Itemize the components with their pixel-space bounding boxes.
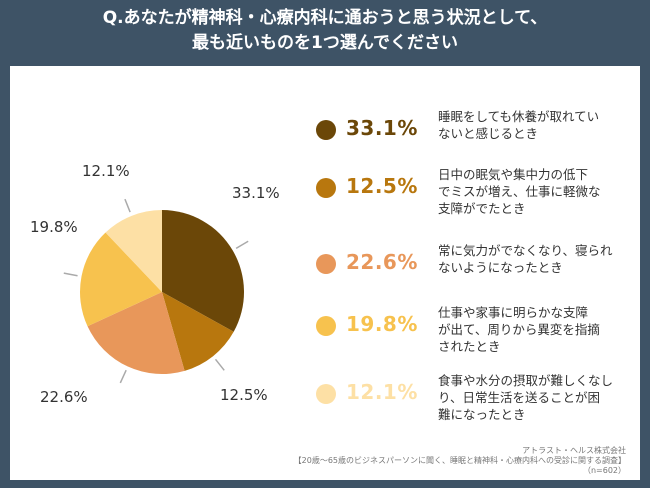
- legend-marker: [316, 254, 336, 274]
- title-line-1: Q.あなたが精神科・心療内科に通おうと思う状況として、: [102, 8, 548, 28]
- pie-slices: [79, 210, 244, 374]
- legend-marker: [316, 120, 336, 140]
- legend-marker: [316, 178, 336, 198]
- pie-slice-1: [162, 210, 244, 332]
- leader-line-5: [124, 198, 131, 213]
- pie-slice-5: [105, 210, 162, 292]
- source-line-2: 【20歳～65歳のビジネスパーソンに聞く、睡眠と精神科・心療内科への受診に関する…: [293, 456, 626, 465]
- chart-title: Q.あなたが精神科・心療内科に通おうと思う状況として、 最も近いものを1つ選んで…: [0, 6, 650, 56]
- slice-label-3: 22.6%: [40, 388, 88, 406]
- pie-slice-2: [162, 292, 234, 371]
- source-line-1: アトラスト・ヘルス株式会社: [522, 446, 626, 455]
- slice-label-4: 19.8%: [30, 218, 78, 236]
- legend-text: 食事や水分の摂取が難しくなし り、日常生活を送ることが困 難になったとき: [438, 373, 614, 422]
- legend-value: 12.1%: [346, 380, 418, 404]
- legend-text: 睡眠をしても休養が取れてい ないと感じるとき: [438, 109, 600, 141]
- pie-chart: [63, 198, 249, 384]
- source-line-3: （n=602）: [582, 466, 626, 475]
- leader-line-3: [119, 369, 127, 384]
- legend-value: 33.1%: [346, 116, 418, 140]
- slice-label-1: 33.1%: [232, 184, 280, 202]
- chart-panel: 33.1% 12.5% 22.6% 19.8% 12.1% 33.1% 睡眠をし…: [10, 66, 640, 480]
- legend-text: 仕事や家事に明らかな支障 が出て、周りから異変を指摘 されたとき: [438, 305, 600, 354]
- title-line-2: 最も近いものを1つ選んでください: [192, 33, 458, 53]
- slice-label-2: 12.5%: [220, 386, 268, 404]
- slice-label-5: 12.1%: [82, 162, 130, 180]
- legend-value: 22.6%: [346, 250, 418, 274]
- source-note: アトラスト・ヘルス株式会社 【20歳～65歳のビジネスパーソンに聞く、睡眠と精神…: [294, 446, 626, 476]
- legend-value: 12.5%: [346, 174, 418, 198]
- legend-marker: [316, 316, 336, 336]
- legend-text: 常に気力がでなくなり、寝られ ないようになったとき: [438, 243, 613, 275]
- leader-lines: [63, 198, 249, 384]
- legend-value: 19.8%: [346, 312, 418, 336]
- leader-line-4: [63, 272, 78, 277]
- legend-marker: [316, 384, 336, 404]
- pie-slice-3: [87, 292, 185, 374]
- legend-text: 日中の眠気や集中力の低下 でミスが増え、仕事に軽微な 支障がでたとき: [438, 167, 601, 216]
- pie-slice-4: [79, 232, 162, 327]
- leader-line-2: [214, 358, 225, 371]
- leader-line-1: [235, 240, 249, 250]
